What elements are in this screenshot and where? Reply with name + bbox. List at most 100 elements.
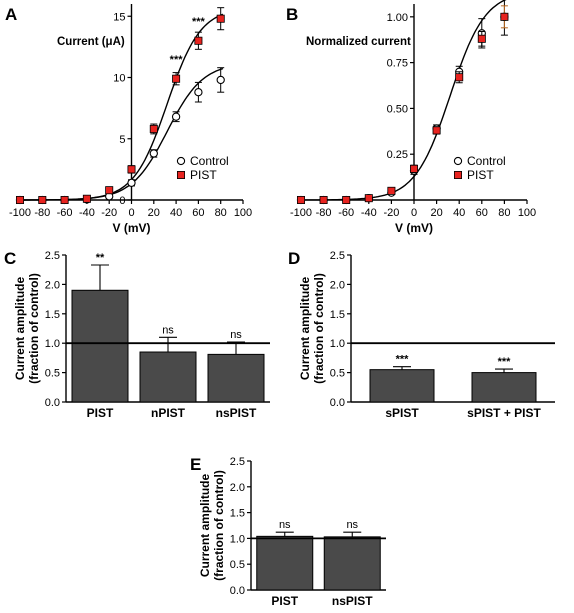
y-tick-label: 0.75	[387, 58, 408, 70]
y-tick-label: 0.0	[45, 397, 60, 409]
data-point	[127, 165, 136, 174]
legend-label: PIST	[467, 168, 494, 182]
x-tick-label: -100	[290, 207, 312, 219]
panel-b: B -100 -80 -60 -40 -20 0 20 40 60 80 100 0.25 0.50 0.7…	[286, 0, 536, 235]
category-label: PIST	[271, 594, 298, 608]
y-tick-label: 2.5	[230, 456, 245, 468]
x-tick-label: 100	[518, 207, 536, 219]
data-point	[409, 164, 418, 173]
y-axis-title: Current amplitude	[198, 474, 212, 578]
y-tick-label: 0.0	[230, 585, 245, 597]
x-tick-label: 0	[411, 207, 417, 219]
data-point	[105, 186, 114, 195]
significance-label: ns	[162, 324, 174, 336]
category-label: sPIST + PIST	[467, 406, 541, 420]
data-point	[194, 88, 203, 97]
y-tick-label: 0	[119, 195, 125, 207]
data-point	[194, 36, 203, 45]
panel-label: E	[190, 455, 201, 474]
y-tick-label: 0.5	[330, 368, 345, 380]
series-pist	[296, 5, 509, 204]
x-tick-label: -60	[57, 207, 73, 219]
y-tick-label: 0.25	[387, 149, 408, 161]
category-label: nsPIST	[332, 594, 373, 608]
x-tick-label: -60	[338, 207, 354, 219]
legend-label: Control	[467, 154, 506, 168]
panel-label: B	[286, 5, 298, 24]
y-tick-label: 10	[113, 73, 125, 85]
x-tick-label: 80	[215, 207, 227, 219]
legend-marker	[453, 170, 462, 179]
data-point	[216, 14, 225, 23]
category-label: nPIST	[151, 406, 186, 420]
fit-curve	[20, 13, 224, 201]
y-tick-label: 1.5	[45, 309, 60, 321]
data-point	[171, 112, 181, 121]
category-label: nsPIST	[216, 406, 257, 420]
data-point	[387, 186, 396, 195]
bar	[71, 289, 129, 403]
y-tick-label: 0.0	[330, 397, 345, 409]
data-point	[364, 194, 373, 203]
data-point	[342, 195, 351, 204]
category-label: sPIST	[385, 406, 419, 420]
y-tick-label: 2.0	[330, 279, 345, 291]
y-tick-label: 1.0	[230, 533, 245, 545]
y-axis-title: (fraction of control)	[27, 273, 41, 384]
panel-e: E 0.0 0.5 1.0 1.5 2.0 2.5 Current amplitude (fra…	[190, 455, 386, 608]
y-tick-label: 2.0	[45, 279, 60, 291]
data-point	[500, 12, 509, 21]
chart-title: Current (μA)	[57, 36, 125, 48]
y-tick-label: 0.5	[45, 368, 60, 380]
series-pist	[15, 7, 225, 204]
category-label: PIST	[87, 406, 114, 420]
x-tick-label: 20	[148, 207, 160, 219]
x-tick-label: 40	[453, 207, 465, 219]
y-tick-label: 2.0	[230, 482, 245, 494]
panel-c: C 0.0 0.5 1.0 1.5 2.0 2.5 Current amplitude (fra…	[4, 249, 270, 420]
y-tick-label: 15	[113, 11, 125, 23]
x-tick-label: 0	[128, 207, 134, 219]
x-tick-label: 80	[498, 207, 510, 219]
y-tick-label: 1.0	[45, 338, 60, 350]
x-tick-label: -20	[101, 207, 117, 219]
y-axis-title: Current amplitude	[13, 277, 27, 381]
significance-label: ***	[192, 16, 206, 28]
panel-label: A	[5, 5, 17, 24]
x-tick-label: 60	[476, 207, 488, 219]
significance-label: ns	[279, 519, 291, 531]
bar	[207, 353, 265, 403]
x-tick-label: -40	[79, 207, 95, 219]
data-point	[216, 75, 225, 85]
x-tick-label: -20	[383, 207, 399, 219]
y-tick-label: 1.5	[330, 309, 345, 321]
legend-label: Control	[190, 154, 229, 168]
y-tick-label: 2.5	[330, 250, 345, 262]
y-tick-label: 1.00	[387, 12, 408, 24]
y-tick-label: 1.5	[230, 508, 245, 520]
x-axis-title: V (mV)	[395, 221, 433, 235]
data-point	[149, 124, 158, 133]
y-tick-label: 0.50	[387, 103, 408, 115]
significance-label: ***	[396, 354, 410, 366]
y-tick-label: 1.0	[330, 338, 345, 350]
data-point	[319, 195, 328, 204]
bar	[256, 535, 314, 591]
significance-label: ns	[346, 519, 358, 531]
x-tick-label: -80	[316, 207, 332, 219]
bar	[139, 351, 197, 403]
data-point	[60, 195, 69, 204]
data-point	[82, 194, 91, 203]
panel-label: D	[288, 249, 300, 268]
data-point	[455, 73, 464, 82]
x-tick-label: 20	[430, 207, 442, 219]
y-tick-label: 5	[119, 134, 125, 146]
y-tick-label: 2.5	[45, 250, 60, 262]
significance-label: ns	[230, 329, 242, 341]
x-tick-label: 100	[234, 207, 252, 219]
legend-marker	[176, 170, 185, 179]
x-tick-label: 40	[170, 207, 182, 219]
chart-title: Normalized current	[306, 36, 411, 48]
